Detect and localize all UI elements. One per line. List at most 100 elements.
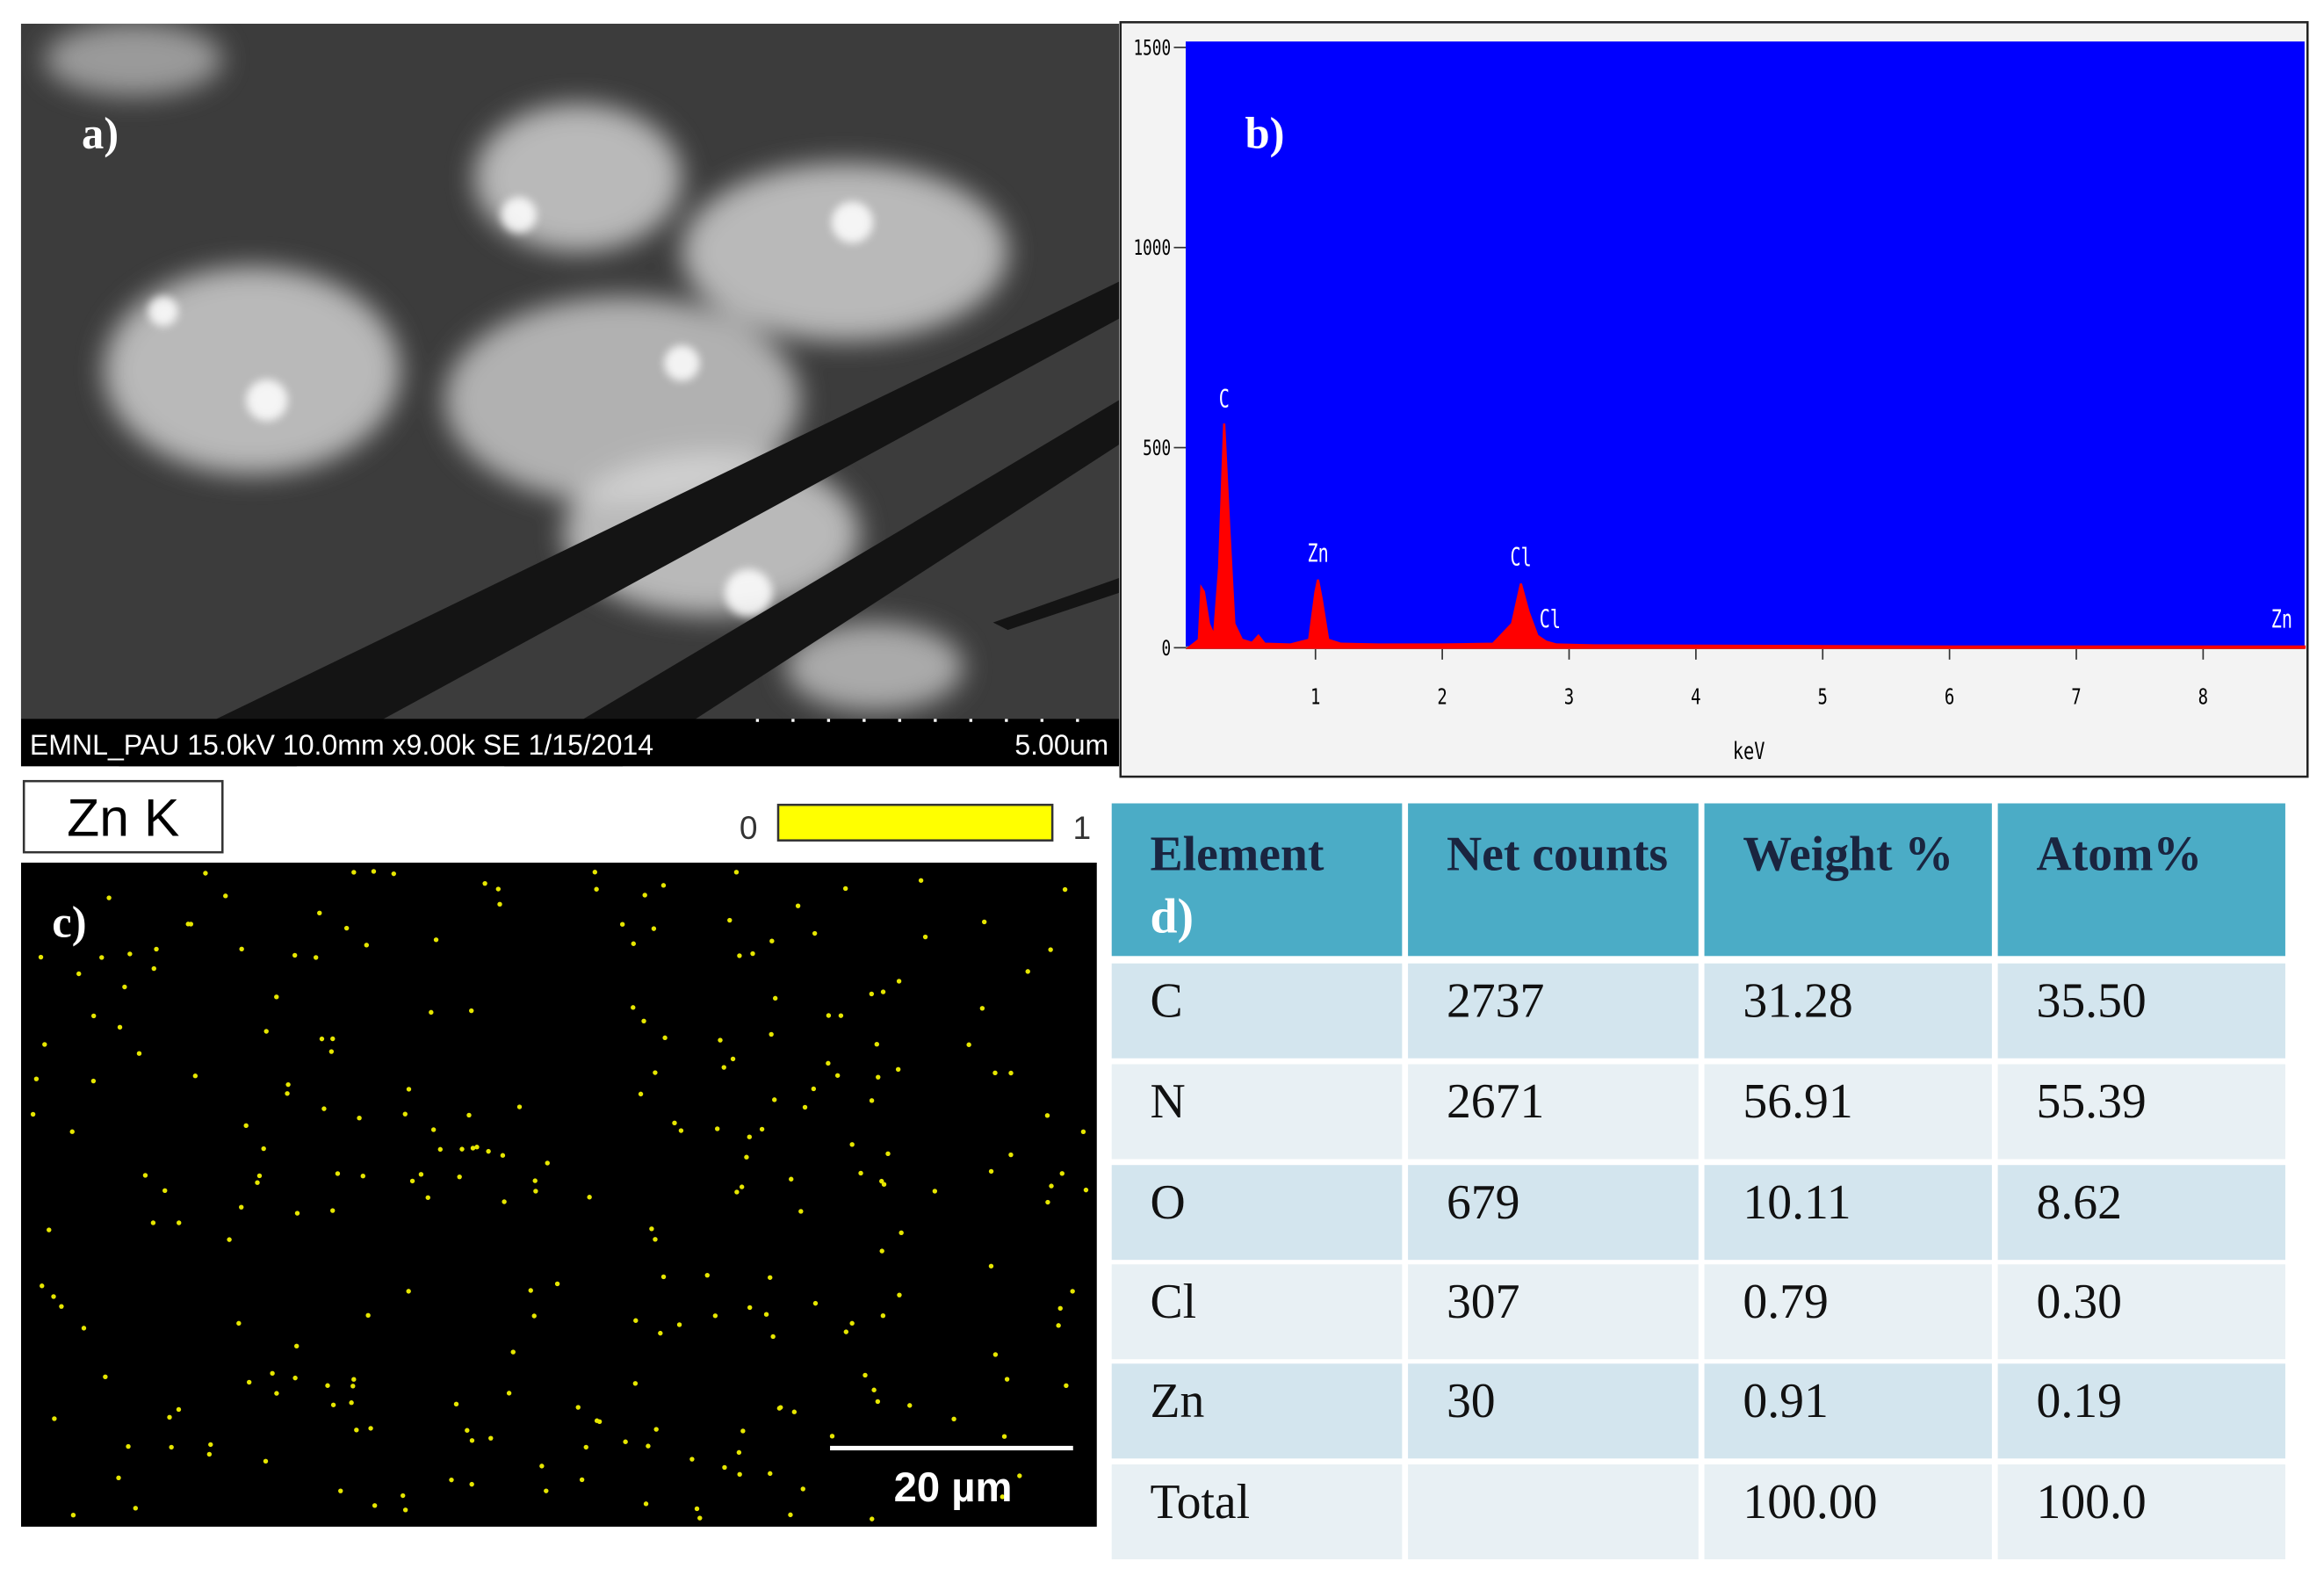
bright-particles (148, 197, 873, 617)
zn-dot (349, 1400, 354, 1406)
zn-dot (1017, 1473, 1022, 1478)
zn-dot (365, 1312, 371, 1319)
zn-dot (632, 1381, 639, 1386)
table-cell: 307 (1408, 1264, 1699, 1360)
zn-dot (292, 1375, 298, 1381)
zn-dot (500, 1153, 506, 1158)
zn-dot (177, 1220, 182, 1225)
zn-dot (169, 1444, 174, 1450)
zn-dot (117, 1024, 123, 1030)
zn-dot (988, 1263, 994, 1269)
zn-dot (81, 1326, 87, 1331)
table-cell: 30 (1408, 1363, 1699, 1459)
zn-dot (875, 1399, 881, 1405)
zn-dot (689, 1457, 695, 1462)
zn-dot (321, 1106, 327, 1111)
zn-dot (862, 1372, 868, 1378)
zn-dot (704, 1272, 710, 1278)
caption: EMNL_PAU 15.0kV 10.0mm x9.00k SE 1/15/20… (30, 729, 653, 761)
zn-dot (176, 1406, 182, 1413)
zn-dot (99, 955, 105, 960)
zn-dot (256, 1173, 263, 1179)
zn-dot (116, 1475, 121, 1480)
zn-dot (335, 1171, 341, 1176)
zn-dot (992, 1070, 998, 1076)
zn-dot (70, 1512, 76, 1518)
header-cell: Weight % (1704, 803, 1992, 957)
zn-dot (788, 1512, 793, 1518)
header-row: Element d) Net counts Weight % Atom% (1111, 803, 2292, 957)
table-cell: 2671 (1408, 1064, 1699, 1160)
zn-dot (772, 1097, 777, 1102)
zn-dot (932, 1189, 938, 1194)
table-cell: 55.39 (1997, 1064, 2285, 1160)
zn-dot (1064, 1383, 1069, 1388)
zn-dot (826, 1060, 831, 1066)
zn-dot (1083, 1187, 1089, 1193)
zn-dot (42, 1042, 47, 1047)
x-tick-label: 1 (1310, 684, 1320, 710)
zn-dot (592, 870, 598, 875)
panel-label: b) (1245, 109, 1284, 158)
zn-dot (869, 991, 875, 997)
zn-dot (768, 1471, 773, 1477)
zn-dot (482, 880, 487, 886)
zn-dot (759, 1126, 765, 1132)
table: Element d) Net counts Weight % Atom% C 2737 31.… (1111, 803, 2285, 1560)
zn-dot (103, 1374, 108, 1379)
zn-dot (357, 1115, 362, 1121)
element-name: Zn K (67, 788, 179, 848)
zn-dot (718, 1037, 723, 1043)
table-row: N 2671 56.91 55.39 (1111, 1064, 2292, 1160)
zn-dot (798, 1209, 804, 1214)
zn-dot (587, 1195, 592, 1200)
zn-dot (1057, 1305, 1063, 1312)
zn-dot (122, 984, 127, 990)
zn-dot (676, 1322, 682, 1327)
zn-dot (881, 1182, 887, 1187)
zn-dot (208, 1442, 213, 1448)
zn-dot (653, 1237, 658, 1242)
zn-dot (763, 1312, 769, 1317)
table-cell: Zn (1111, 1363, 1403, 1459)
zn-dot (185, 922, 191, 927)
table-cell: 0.91 (1704, 1363, 1992, 1459)
particle-clusters (44, 23, 1008, 712)
zn-dot (236, 1320, 242, 1326)
zn-dot (812, 1300, 819, 1306)
zn-dot (596, 1419, 603, 1425)
zn-dot (750, 951, 755, 957)
zn-dot (328, 1049, 335, 1054)
zn-dot (583, 1444, 588, 1450)
zn-dot (791, 1409, 798, 1414)
table-cell: 2737 (1408, 963, 1699, 1059)
zn-dot (649, 1226, 654, 1232)
zn-dot (136, 1051, 142, 1056)
zn-dot (672, 1120, 677, 1126)
zn-dot (880, 989, 886, 994)
zn-dot (469, 1438, 475, 1443)
zn-dot (812, 930, 818, 936)
zn-dot (769, 938, 775, 943)
zn-dot (737, 953, 742, 958)
table-cell: N (1111, 1064, 1403, 1160)
table-cell: 31.28 (1704, 963, 1992, 1059)
zn-dot (294, 1343, 300, 1348)
zn-dot (641, 1018, 646, 1023)
table-cell: 0.79 (1704, 1264, 1992, 1360)
scale-max: 1 (1073, 809, 1092, 846)
zn-dot (127, 951, 133, 957)
zn-dot (239, 1204, 244, 1210)
zn-dot (409, 1178, 415, 1184)
table-row: Cl 307 0.79 0.30 (1111, 1264, 2292, 1360)
zn-dot (495, 886, 501, 892)
zn-dot (631, 941, 636, 946)
table-container: Element d) Net counts Weight % Atom% C 2737 31.… (1111, 803, 2285, 1560)
zn-dot (770, 1334, 776, 1340)
zn-dot (162, 1188, 168, 1193)
zn-dot (497, 901, 502, 907)
zn-dot (437, 1146, 443, 1153)
zn-dot (90, 1078, 97, 1084)
zn-dot (453, 1401, 459, 1407)
zn-dot (531, 1313, 537, 1319)
